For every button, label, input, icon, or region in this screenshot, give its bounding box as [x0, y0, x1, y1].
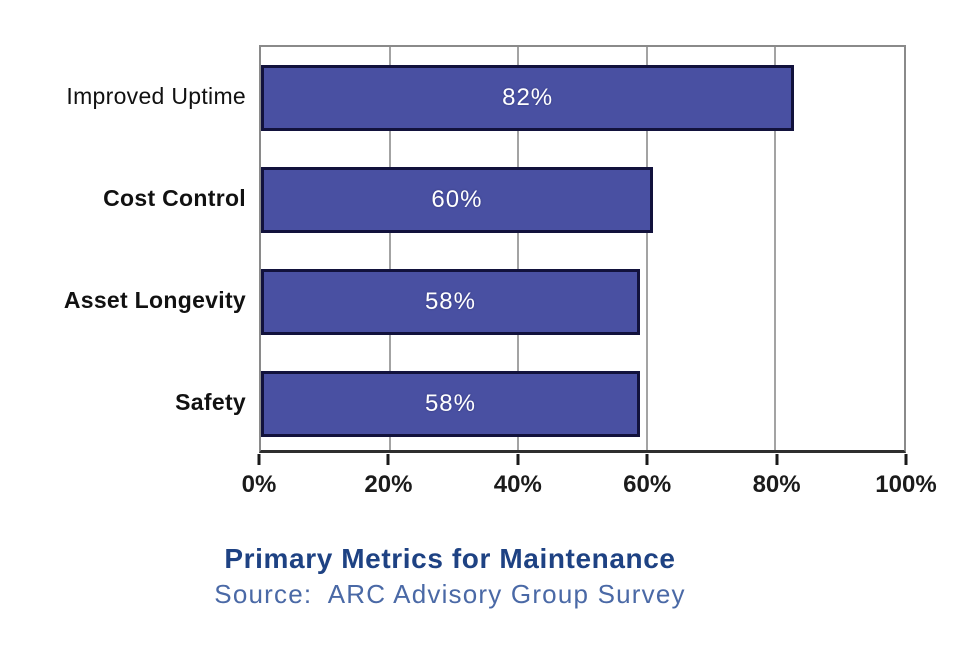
gridline-60 — [645, 47, 648, 450]
x-tick-label: 20% — [364, 471, 413, 498]
gridline-20 — [388, 47, 391, 450]
bar-value-label: 82% — [502, 84, 554, 111]
category-label-asset-longevity: Asset Longevity — [63, 286, 246, 313]
bar-row: 58% — [261, 251, 904, 353]
x-tick — [645, 454, 649, 465]
bar-row: 58% — [261, 353, 904, 455]
bar-asset-longevity: 58% — [261, 269, 640, 335]
bar-row: 60% — [261, 149, 904, 251]
gridline-40 — [517, 47, 520, 450]
gridline-80 — [774, 47, 777, 450]
bar-value-label: 58% — [424, 390, 476, 417]
x-tick — [257, 454, 261, 465]
category-label-improved-uptime: Improved Uptime — [66, 82, 246, 109]
bar-cost-control: 60% — [261, 167, 653, 233]
title-block: Primary Metrics for Maintenance Source: … — [0, 543, 900, 610]
x-axis: 0% 20% 40% 60% 80% 100% — [242, 453, 937, 508]
bar-value-label: 60% — [431, 186, 483, 213]
category-label-safety: Safety — [175, 388, 246, 415]
chart-source: Source: ARC Advisory Group Survey — [214, 579, 686, 609]
x-tick-label: 0% — [241, 471, 277, 498]
bar-improved-uptime: 82% — [261, 65, 795, 131]
x-tick — [516, 454, 520, 465]
bar-row: 82% — [261, 47, 904, 149]
x-tick-label: 60% — [623, 471, 672, 498]
bar-value-label: 58% — [424, 288, 476, 315]
plot-area: 82% 60% 58% 58% — [259, 45, 906, 453]
bar-safety: 58% — [261, 371, 640, 437]
x-tick-label: 100% — [875, 471, 937, 498]
x-tick-label: 40% — [493, 471, 542, 498]
category-label-cost-control: Cost Control — [103, 184, 246, 211]
x-tick-label: 80% — [752, 471, 801, 498]
chart-title: Primary Metrics for Maintenance — [224, 543, 676, 574]
x-tick — [386, 454, 390, 465]
x-tick — [904, 454, 908, 465]
x-tick — [775, 454, 779, 465]
